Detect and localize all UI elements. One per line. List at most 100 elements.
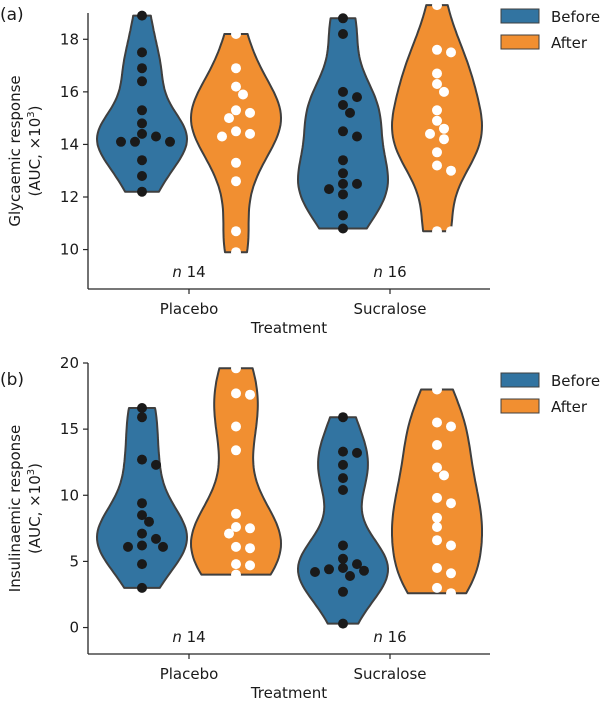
- y-axis-label: Glycaemic response: [6, 75, 24, 226]
- data-point: [359, 565, 369, 576]
- data-point: [245, 128, 255, 139]
- y-tick-label: 10: [60, 241, 79, 259]
- y-tick-label: 12: [60, 188, 79, 206]
- data-point: [116, 136, 126, 147]
- data-point: [231, 541, 241, 552]
- panel-b: (b) 0 5 10 15 20 Placebo n 14 Sucralose n 16 In…: [0, 354, 600, 702]
- legend-swatch-before: [500, 8, 540, 24]
- data-point: [137, 540, 147, 551]
- data-point: [432, 535, 442, 546]
- y-tick-label: 20: [60, 354, 79, 372]
- legend-label-after: After: [551, 34, 588, 52]
- data-point: [231, 363, 241, 374]
- data-point: [338, 563, 348, 573]
- data-point: [338, 189, 348, 200]
- data-point: [446, 226, 456, 237]
- n-symbol: n: [373, 628, 383, 646]
- data-point: [144, 516, 154, 527]
- data-point: [151, 533, 161, 544]
- data-point: [231, 29, 241, 39]
- data-point: [137, 118, 147, 129]
- data-point: [446, 498, 456, 509]
- data-point: [137, 528, 147, 539]
- legend-swatch-after: [500, 34, 540, 50]
- data-point: [432, 226, 442, 237]
- data-point: [338, 446, 348, 457]
- n-label: n 16: [373, 628, 406, 646]
- data-point: [338, 618, 348, 629]
- panel-label: (a): [0, 5, 24, 25]
- data-point: [352, 92, 362, 103]
- n-label: n 14: [172, 263, 205, 281]
- data-point: [432, 522, 442, 532]
- y-tick-label: 16: [60, 83, 79, 101]
- data-point: [352, 131, 362, 142]
- x-ticks: Placebo n 14 Sucralose n 16: [160, 263, 427, 318]
- data-point: [446, 540, 456, 551]
- data-point: [432, 492, 442, 503]
- legend-swatch-after: [500, 398, 540, 414]
- data-point: [338, 168, 348, 179]
- data-point: [151, 459, 161, 470]
- n-symbol: n: [172, 628, 182, 646]
- x-axis-label: Treatment: [250, 684, 327, 702]
- data-point: [231, 63, 241, 74]
- x-tick-label: Placebo: [160, 665, 219, 683]
- data-point: [137, 186, 147, 197]
- data-point: [137, 128, 147, 139]
- data-point: [338, 473, 348, 484]
- data-point: [137, 155, 147, 166]
- data-point: [338, 100, 348, 110]
- data-point: [231, 569, 241, 580]
- y-ticks: 0 5 10 15 20: [60, 354, 88, 637]
- data-point: [352, 447, 362, 458]
- data-point: [338, 412, 348, 423]
- data-point: [338, 459, 348, 470]
- data-point: [338, 155, 348, 166]
- data-point: [345, 107, 355, 118]
- y-axis-label-units: (AUC, ×103): [26, 463, 44, 554]
- data-point: [432, 384, 442, 395]
- data-point: [432, 462, 442, 473]
- data-point: [137, 498, 147, 509]
- n-value: 16: [383, 628, 407, 646]
- data-point: [137, 582, 147, 593]
- legend: Before After: [500, 372, 600, 416]
- violin-after-placebo: [190, 367, 282, 576]
- data-point: [245, 107, 255, 118]
- data-point: [231, 81, 241, 92]
- data-point: [432, 105, 442, 116]
- y-axis-label-units: (AUC, ×103): [26, 106, 44, 197]
- data-point: [130, 136, 140, 147]
- data-point: [338, 540, 348, 551]
- n-symbol: n: [172, 263, 182, 281]
- data-point: [439, 470, 449, 481]
- violins: [96, 363, 483, 629]
- legend-swatch-before: [500, 372, 540, 388]
- data-point: [123, 541, 133, 552]
- data-point: [324, 184, 334, 195]
- data-point: [238, 89, 248, 100]
- data-point: [432, 563, 442, 573]
- data-point: [432, 44, 442, 55]
- y-ticks: 10 12 14 16 18: [60, 30, 88, 259]
- data-point: [231, 388, 241, 399]
- n-value: 16: [383, 263, 407, 281]
- data-point: [352, 559, 362, 570]
- data-point: [432, 115, 442, 126]
- data-point: [137, 403, 147, 413]
- y-axis-label: Insulinaemic response: [6, 425, 24, 592]
- data-point: [338, 210, 348, 221]
- data-point: [224, 528, 234, 539]
- data-point: [224, 113, 234, 124]
- data-point: [231, 157, 241, 168]
- y-tick-label: 18: [60, 30, 79, 48]
- data-point: [231, 126, 241, 137]
- data-point: [338, 223, 348, 234]
- data-point: [338, 126, 348, 137]
- data-point: [446, 568, 456, 579]
- data-point: [432, 79, 442, 89]
- data-point: [338, 178, 348, 189]
- data-point: [231, 508, 241, 519]
